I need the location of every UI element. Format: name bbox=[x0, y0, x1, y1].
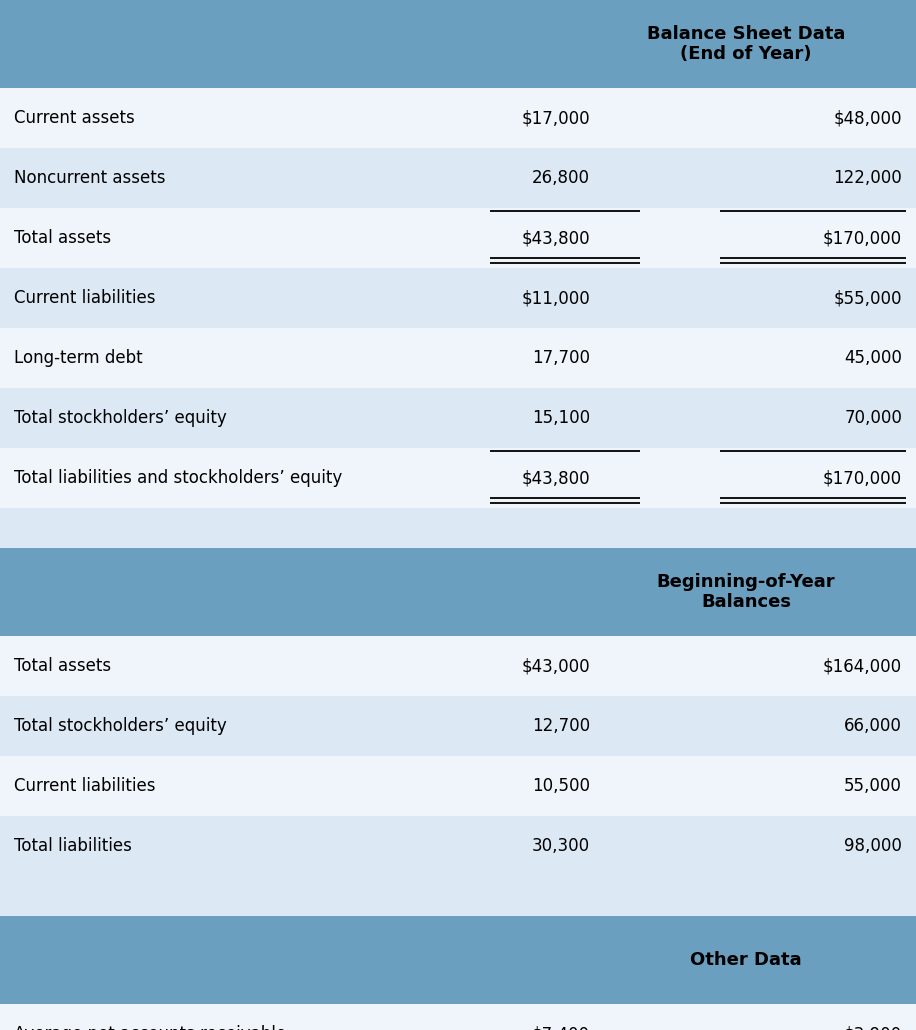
Bar bbox=[0, 328, 916, 388]
Bar bbox=[0, 916, 916, 1004]
Text: 70,000: 70,000 bbox=[845, 409, 902, 427]
Bar bbox=[0, 636, 916, 696]
Text: 55,000: 55,000 bbox=[845, 777, 902, 795]
Text: Total stockholders’ equity: Total stockholders’ equity bbox=[14, 717, 227, 735]
Text: Total stockholders’ equity: Total stockholders’ equity bbox=[14, 409, 227, 427]
Text: Beginning-of-Year
Balances: Beginning-of-Year Balances bbox=[657, 573, 835, 612]
Text: $11,000: $11,000 bbox=[521, 289, 590, 307]
Bar bbox=[0, 268, 916, 328]
Bar bbox=[0, 696, 916, 756]
Bar bbox=[0, 388, 916, 448]
Bar bbox=[0, 816, 916, 875]
Bar bbox=[0, 548, 916, 636]
Bar bbox=[0, 0, 916, 88]
Bar bbox=[0, 448, 916, 508]
Text: Balance Sheet Data
(End of Year): Balance Sheet Data (End of Year) bbox=[647, 25, 845, 64]
Text: Average net accounts receivable: Average net accounts receivable bbox=[14, 1025, 286, 1030]
Text: $7,400: $7,400 bbox=[532, 1025, 590, 1030]
Text: Current liabilities: Current liabilities bbox=[14, 777, 156, 795]
Text: Current assets: Current assets bbox=[14, 109, 135, 127]
Bar bbox=[0, 508, 916, 548]
Text: 66,000: 66,000 bbox=[845, 717, 902, 735]
Text: 45,000: 45,000 bbox=[845, 349, 902, 367]
Text: Noncurrent assets: Noncurrent assets bbox=[14, 169, 166, 187]
Text: $43,000: $43,000 bbox=[521, 657, 590, 675]
Text: $48,000: $48,000 bbox=[834, 109, 902, 127]
Text: $17,000: $17,000 bbox=[521, 109, 590, 127]
Text: Other Data: Other Data bbox=[690, 951, 802, 969]
Bar bbox=[0, 1004, 916, 1030]
Text: $43,800: $43,800 bbox=[521, 229, 590, 247]
Text: 122,000: 122,000 bbox=[834, 169, 902, 187]
Text: $170,000: $170,000 bbox=[823, 229, 902, 247]
Text: $164,000: $164,000 bbox=[823, 657, 902, 675]
Text: Total assets: Total assets bbox=[14, 229, 111, 247]
Text: 26,800: 26,800 bbox=[532, 169, 590, 187]
Text: $55,000: $55,000 bbox=[834, 289, 902, 307]
Bar bbox=[0, 88, 916, 148]
Text: $3,900: $3,900 bbox=[844, 1025, 902, 1030]
Text: Total liabilities and stockholders’ equity: Total liabilities and stockholders’ equi… bbox=[14, 469, 343, 487]
Text: Total liabilities: Total liabilities bbox=[14, 837, 132, 855]
Bar bbox=[0, 876, 916, 916]
Text: 30,300: 30,300 bbox=[532, 837, 590, 855]
Text: $43,800: $43,800 bbox=[521, 469, 590, 487]
Text: Total assets: Total assets bbox=[14, 657, 111, 675]
Bar bbox=[0, 148, 916, 208]
Bar bbox=[0, 756, 916, 816]
Text: 17,700: 17,700 bbox=[532, 349, 590, 367]
Text: 98,000: 98,000 bbox=[845, 837, 902, 855]
Text: 12,700: 12,700 bbox=[532, 717, 590, 735]
Text: $170,000: $170,000 bbox=[823, 469, 902, 487]
Bar bbox=[0, 208, 916, 268]
Text: Current liabilities: Current liabilities bbox=[14, 289, 156, 307]
Text: Long-term debt: Long-term debt bbox=[14, 349, 143, 367]
Text: 10,500: 10,500 bbox=[532, 777, 590, 795]
Text: 15,100: 15,100 bbox=[532, 409, 590, 427]
